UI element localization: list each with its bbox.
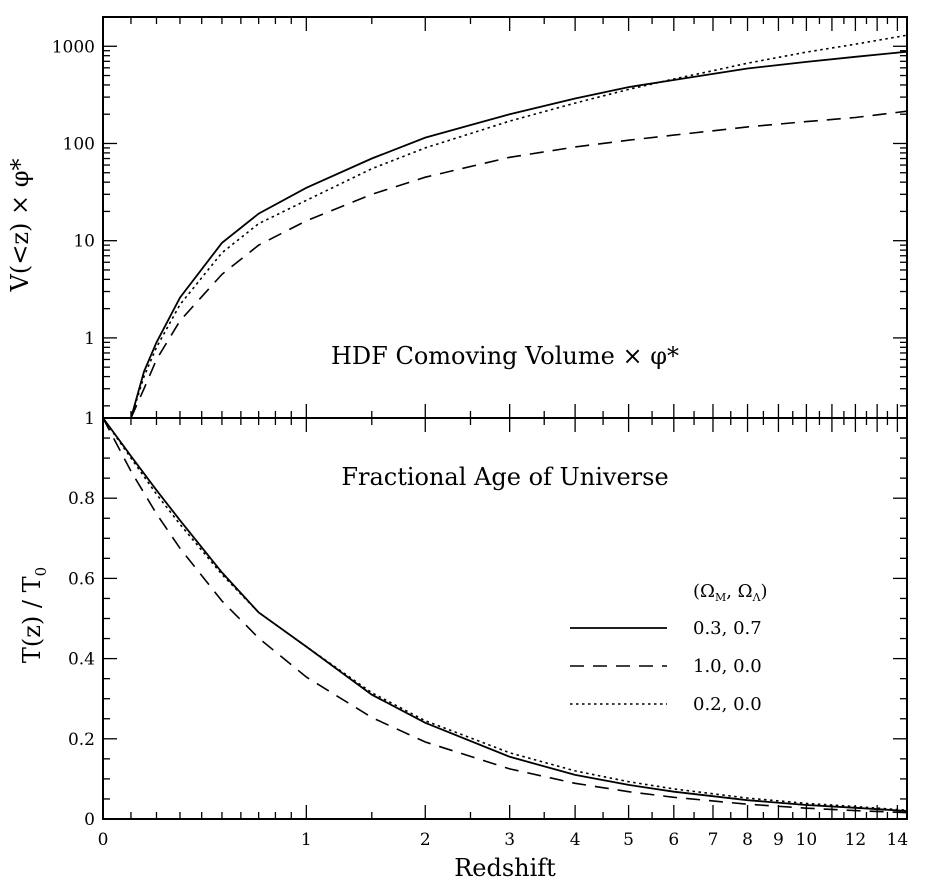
y-tick-label: 1 bbox=[84, 329, 95, 349]
x-tick-label: 8 bbox=[742, 830, 753, 850]
legend-header-open: (Ω bbox=[693, 581, 715, 602]
x-axis-label: Redshift bbox=[454, 854, 556, 882]
top-panel-title: HDF Comoving Volume × φ* bbox=[331, 342, 679, 370]
comoving-volume-panel: 1 10 100 1000 HDF Comoving Volume × φ* V(<z… bbox=[6, 16, 908, 419]
y-tick-label: 10 bbox=[73, 232, 95, 252]
x-tick-labels: 0 1 2 3 4 5 6 7 8 9 10 12 14 bbox=[98, 830, 909, 850]
bottom-y-tick-labels: 0 0.2 0.4 0.6 0.8 1 bbox=[68, 409, 95, 830]
top-y-tick-labels: 1 10 100 1000 bbox=[52, 37, 95, 349]
series-line-lcdm bbox=[130, 50, 908, 419]
bottom-y-axis-label-main: T(z) / T bbox=[18, 576, 46, 663]
x-tick-label: 10 bbox=[796, 830, 818, 850]
top-tick-marks bbox=[103, 16, 908, 418]
x-tick-label: 5 bbox=[623, 830, 634, 850]
bottom-y-axis-label-sub: 0 bbox=[32, 567, 50, 577]
bottom-panel-title: Fractional Age of Universe bbox=[341, 463, 668, 491]
legend-header-sub-l: Λ bbox=[752, 591, 762, 604]
legend-header-sub-m: M bbox=[715, 591, 726, 604]
series-line-eds bbox=[102, 417, 908, 814]
legend-label-eds: 1.0, 0.0 bbox=[693, 656, 762, 677]
series-line-open bbox=[130, 34, 908, 419]
fractional-age-panel: 00.20.40.60.81 0 1 2 3 4 5 6 7 8 9 10 12 14 Fraction… bbox=[18, 409, 908, 882]
series-line-lcdm bbox=[102, 417, 908, 812]
bottom-tick-marks bbox=[103, 417, 908, 820]
bottom-series-lines bbox=[102, 417, 908, 814]
y-tick-label: 1000 bbox=[52, 37, 95, 57]
x-tick-label: 6 bbox=[668, 830, 679, 850]
x-tick-label: 9 bbox=[773, 830, 784, 850]
y-tick-label: 0.8 bbox=[68, 489, 95, 509]
top-y-axis-label: V(<z) × φ* bbox=[6, 159, 34, 293]
y-tick-label: 0 bbox=[84, 810, 95, 830]
y-tick-label: 0.4 bbox=[68, 650, 95, 670]
series-line-eds bbox=[130, 110, 908, 419]
y-tick-label: 100 bbox=[63, 134, 95, 154]
legend-label-lcdm: 0.3, 0.7 bbox=[693, 618, 762, 639]
x-tick-label: 2 bbox=[420, 830, 431, 850]
legend-entries: 0.3, 0.7 1.0, 0.0 0.2, 0.0 bbox=[570, 618, 762, 715]
y-tick-label: 0.2 bbox=[68, 730, 95, 750]
legend-label-open: 0.2, 0.0 bbox=[693, 694, 762, 715]
bottom-y-axis-label: T(z) / T0 bbox=[18, 567, 50, 663]
legend: (ΩM, ΩΛ) 0.3, 0.7 1.0, 0.0 0.2, 0.0 bbox=[570, 581, 768, 715]
x-tick-label: 1 bbox=[301, 830, 312, 850]
x-tick-label: 7 bbox=[708, 830, 719, 850]
legend-header: (ΩM, ΩΛ) bbox=[693, 581, 768, 604]
x-tick-label: 4 bbox=[570, 830, 581, 850]
legend-header-mid: , Ω bbox=[726, 581, 752, 602]
y-tick-label: 1 bbox=[84, 409, 95, 429]
legend-header-close: ) bbox=[761, 581, 768, 602]
x-tick-label: 12 bbox=[845, 830, 867, 850]
top-series-lines bbox=[130, 34, 908, 419]
x-tick-label: 14 bbox=[887, 830, 909, 850]
x-tick-label: 3 bbox=[504, 830, 515, 850]
x-tick-label: 0 bbox=[98, 830, 109, 850]
y-tick-label: 0.6 bbox=[68, 569, 95, 589]
